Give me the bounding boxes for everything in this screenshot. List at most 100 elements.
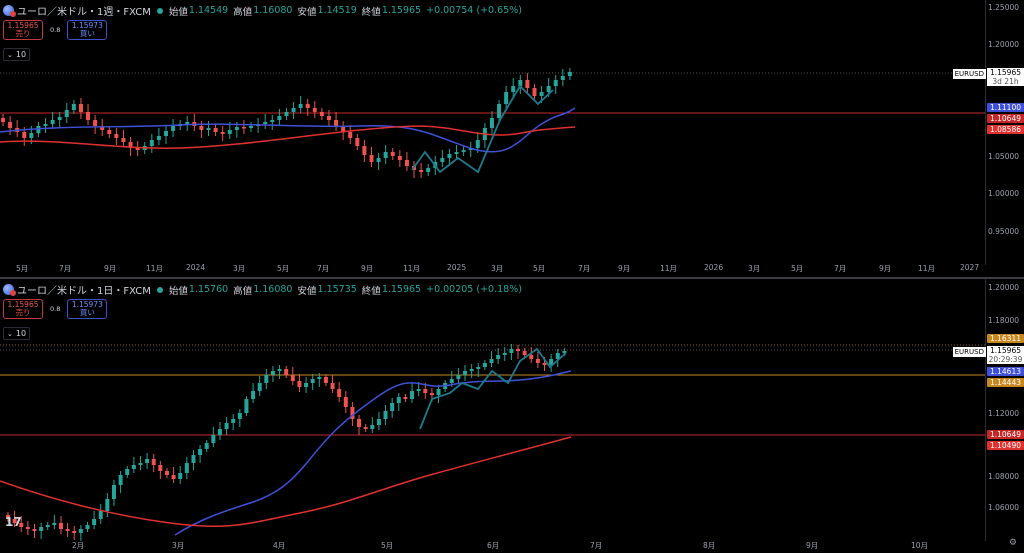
candle-body bbox=[525, 80, 530, 88]
price-level-tag: 1.11100 bbox=[987, 103, 1024, 112]
candle-body bbox=[151, 459, 156, 465]
close-label: 終値 bbox=[361, 6, 381, 18]
candle-body bbox=[426, 168, 431, 172]
candle-body bbox=[403, 397, 408, 399]
candle-body bbox=[397, 156, 402, 160]
x-tick-label: 7月 bbox=[834, 264, 847, 273]
candle-body bbox=[8, 122, 13, 128]
close-value: 1.15965 bbox=[381, 5, 422, 16]
price-level-tag: 1.16311 bbox=[987, 334, 1024, 343]
buy-price: 1.15973 bbox=[71, 21, 103, 30]
x-tick-label: 11月 bbox=[146, 264, 164, 273]
pane-separator[interactable] bbox=[0, 277, 1024, 279]
candle-body bbox=[98, 511, 103, 519]
weekly-chart-pane[interactable]: ユーロ／米ドル・1週・FXCM 始値 1.14549 高値 1.16080 安値 1.… bbox=[0, 0, 1024, 277]
x-tick-label: 5月 bbox=[16, 264, 29, 273]
candle-body bbox=[489, 118, 494, 128]
candle-body bbox=[249, 126, 254, 128]
candle-body bbox=[383, 152, 388, 158]
x-tick-label: 2025 bbox=[447, 263, 467, 272]
price-level-tag: 1.14443 bbox=[987, 378, 1024, 387]
x-tick-label: 11月 bbox=[918, 264, 936, 273]
x-tick-label: 5月 bbox=[533, 264, 546, 273]
candle-body bbox=[135, 148, 140, 150]
candle-body bbox=[224, 423, 229, 429]
candle-body bbox=[264, 375, 269, 383]
sell-label: 売り bbox=[15, 308, 31, 317]
candle-body bbox=[410, 391, 415, 399]
sell-button[interactable]: 1.15965 売り bbox=[3, 299, 43, 319]
candle-body bbox=[22, 132, 27, 138]
indicator-count: 10 bbox=[15, 50, 27, 59]
weekly-symbol-title[interactable]: ユーロ／米ドル・1週・FXCM bbox=[17, 7, 151, 18]
tradingview-logo[interactable]: 17 bbox=[5, 515, 22, 529]
weekly-symbol-tag: EURUSD bbox=[952, 69, 986, 79]
daily-symbol-title[interactable]: ユーロ／米ドル・1日・FXCM bbox=[17, 286, 151, 297]
candle-body bbox=[270, 120, 275, 122]
candle-body bbox=[376, 419, 381, 425]
candle-body bbox=[390, 403, 395, 411]
candle-body bbox=[231, 419, 236, 423]
x-tick-label: 2027 bbox=[960, 263, 980, 272]
candle-body bbox=[456, 375, 461, 379]
low-label: 安値 bbox=[297, 285, 317, 297]
candle-body bbox=[355, 138, 360, 146]
market-open-icon bbox=[156, 286, 163, 293]
candle-body bbox=[1, 118, 5, 122]
x-tick-label: 5月 bbox=[791, 264, 804, 273]
weekly-legend: ユーロ／米ドル・1週・FXCM 始値 1.14549 高値 1.16080 安値 1.… bbox=[3, 3, 527, 18]
candle-body bbox=[429, 393, 434, 395]
price-level-tag: 1.10649 bbox=[987, 114, 1024, 123]
sell-button[interactable]: 1.15965 売り bbox=[3, 20, 43, 40]
candle-body bbox=[198, 449, 203, 455]
buy-label: 買い bbox=[79, 308, 95, 317]
x-tick-label: 2月 bbox=[72, 541, 85, 550]
candle-body bbox=[12, 519, 17, 523]
x-tick-label: 5月 bbox=[277, 264, 290, 273]
candle-body bbox=[350, 407, 355, 419]
candle-body bbox=[32, 529, 37, 531]
daily-price-axis[interactable] bbox=[985, 279, 1024, 541]
candle-body bbox=[204, 443, 209, 449]
daily-chart-pane[interactable]: ユーロ／米ドル・1日・FXCM 始値 1.15760 高値 1.16080 安値 1.… bbox=[0, 279, 1024, 553]
indicators-toggle[interactable]: ⌄ 10 bbox=[3, 48, 31, 61]
candle-body bbox=[211, 435, 216, 443]
x-tick-label: 2024 bbox=[186, 263, 206, 272]
gear-icon[interactable]: ⚙ bbox=[1008, 538, 1017, 548]
buy-button[interactable]: 1.15973 買い bbox=[67, 20, 108, 40]
buy-price: 1.15973 bbox=[71, 300, 103, 309]
candle-body bbox=[43, 124, 48, 126]
candle-body bbox=[149, 140, 154, 146]
y-tick-label: 1.05000 bbox=[988, 152, 1020, 161]
weekly-price-chart[interactable] bbox=[0, 0, 986, 277]
candle-body bbox=[39, 527, 44, 531]
candle-body bbox=[64, 110, 69, 117]
daily-price-chart[interactable] bbox=[0, 279, 986, 553]
buy-button[interactable]: 1.15973 買い bbox=[67, 299, 108, 319]
market-open-icon bbox=[156, 7, 163, 14]
candle-body bbox=[475, 140, 480, 148]
candle-body bbox=[121, 138, 126, 142]
candle-body bbox=[251, 391, 256, 399]
price-level-tag: 1.10490 bbox=[987, 441, 1024, 450]
open-value: 1.15760 bbox=[188, 284, 229, 295]
candle-body bbox=[6, 515, 10, 519]
x-tick-label: 5月 bbox=[381, 541, 394, 550]
candle-body bbox=[454, 152, 459, 154]
chevron-down-icon: ⌄ bbox=[7, 329, 13, 338]
candle-body bbox=[213, 128, 218, 132]
x-tick-label: 2026 bbox=[704, 263, 724, 272]
indicators-toggle[interactable]: ⌄ 10 bbox=[3, 327, 31, 340]
weekly-price-axis[interactable] bbox=[985, 0, 1024, 265]
x-tick-label: 8月 bbox=[703, 541, 716, 550]
candle-body bbox=[145, 459, 150, 463]
candle-body bbox=[92, 519, 97, 525]
x-tick-label: 3月 bbox=[491, 264, 504, 273]
candle-body bbox=[463, 371, 468, 375]
candle-body bbox=[323, 377, 328, 383]
candle-body bbox=[52, 523, 57, 525]
candle-body bbox=[284, 112, 289, 116]
x-tick-label: 4月 bbox=[273, 541, 286, 550]
y-tick-label: 1.18000 bbox=[988, 316, 1020, 325]
candle-body bbox=[277, 116, 282, 120]
